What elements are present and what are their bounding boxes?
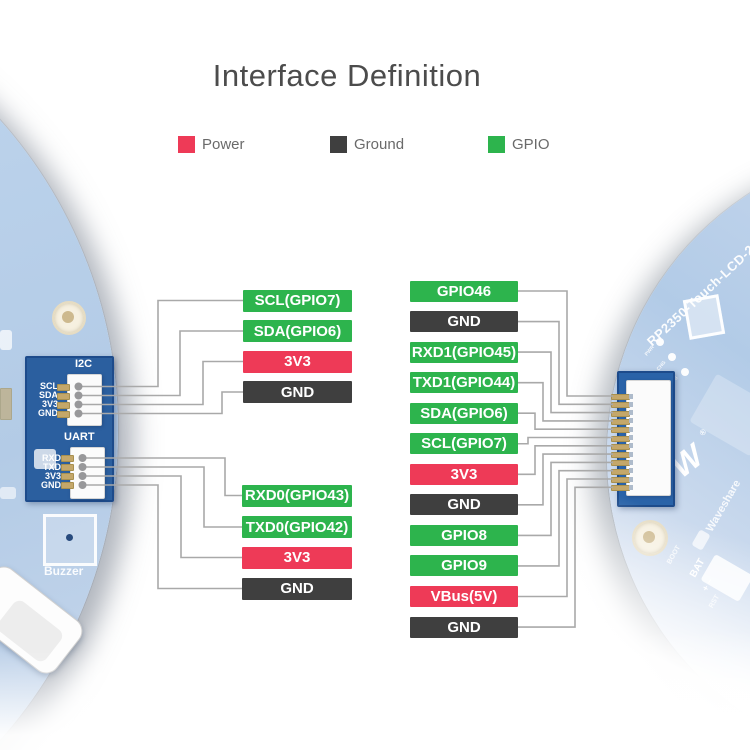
legend-label: Ground [354,136,405,153]
board-pin-name: SDA [38,390,58,400]
connection-line [82,457,242,497]
connector-slot [629,435,633,440]
smd-component [0,487,16,499]
pin-label-txd1-gpio44-: TXD1(GPIO44) [410,372,518,394]
connection-line [518,469,613,567]
crimp-contact [56,401,70,409]
buzzer-dot [66,534,73,541]
buzzer-label: Buzzer [44,564,84,578]
legend-item-ground: Ground [330,136,404,153]
connection-line [82,466,242,528]
board-pin-name: SCL [40,381,58,391]
buzzer-component [43,514,97,566]
connector-slot [629,426,633,432]
connection-line [518,445,613,476]
connection-line [518,461,613,537]
pin-label-gnd: GND [410,494,518,516]
connection-line [518,478,613,598]
pin-label-scl-gpio7-: SCL(GPIO7) [243,289,352,312]
crimp-contact [60,455,74,462]
legend-swatch-gpio [488,136,505,153]
connector-slot [629,393,633,399]
crimp-contact [56,410,70,418]
connector-pin-dot [74,382,83,391]
smd-component [0,330,12,350]
connection-line [518,412,613,430]
pin-label-sda-gpio6-: SDA(GPIO6) [410,402,518,424]
i2c-connector [67,374,102,426]
uart-header-label: UART [64,431,95,443]
connection-line [518,436,613,445]
connection-line [518,290,613,397]
i2c-header-label: I2C [75,358,93,370]
legend-label: Power [202,136,245,153]
legend-item-gpio: GPIO [488,136,550,153]
connection-line [78,391,243,415]
connection-line [82,475,242,559]
led-dot [656,338,664,346]
connector-pin-dot [78,454,87,462]
left-mounting-hole-center [62,311,74,323]
pin-label-gpio8: GPIO8 [410,524,518,546]
connection-line [518,381,613,422]
pin-label-scl-gpio7-: SCL(GPIO7) [410,433,518,455]
pin-label-3v3: 3V3 [242,546,352,569]
board-pin-name: GND [41,479,61,490]
pin-label-gnd: GND [243,381,352,403]
pin-label-3v3: 3V3 [410,463,518,485]
crimp-contact [60,464,74,471]
pin-label-gpio9: GPIO9 [410,555,518,577]
connector-slot [629,459,633,465]
pin-label-gnd: GND [410,311,518,333]
pin-label-gnd: GND [410,616,518,638]
pin-label-3v3: 3V3 [243,350,352,373]
connector-slot [629,443,633,449]
smd-component [0,388,12,420]
pin-label-txd0-gpio42-: TXD0(GPIO42) [242,516,352,538]
board-pin-name: 3V3 [44,470,61,481]
page-title: Interface Definition [212,58,482,93]
board-pin-name: 3V3 [41,399,58,409]
led-dot [681,368,689,376]
crimp-contact [56,392,70,400]
connection-line [518,453,613,506]
connection-line [78,360,243,406]
connector-slot [629,401,633,407]
board-pin-name: GND [38,408,58,418]
pin-label-gpio46: GPIO46 [410,280,518,302]
connection-line [518,486,613,628]
pin-label-sda-gpio6-: SDA(GPIO6) [243,320,352,342]
crimp-contact [60,482,74,489]
pin-label-vbus-5v-: VBus(5V) [410,586,518,607]
connector-pin-dot [78,481,87,489]
connector-slot [629,451,633,457]
connector-pin-dot [78,472,87,480]
smd-component [34,449,56,469]
legend-label: GPIO [512,136,550,153]
connector-pin-dot [74,391,83,400]
legend-swatch-power [178,136,195,153]
crimp-contact [56,383,70,391]
legend-item-power: Power [178,136,245,153]
pin-label-rxd1-gpio45-: RXD1(GPIO45) [410,341,518,363]
connector-pin-dot [74,409,83,418]
connection-line [78,330,243,397]
led-dot [668,353,676,361]
pin-label-gnd: GND [242,577,352,600]
connection-line [518,320,613,406]
connection-line [82,484,242,590]
connector-pin-dot [74,400,83,409]
connector-slot [629,418,633,424]
legend-swatch-ground [330,136,347,153]
connector-slot [629,410,633,416]
connection-line [518,351,613,414]
crimp-contact [60,473,74,480]
connection-line [78,299,243,388]
left-mounting-hole [52,301,86,335]
connector-pin-dot [78,463,87,471]
pin-label-rxd0-gpio43-: RXD0(GPIO43) [242,484,352,507]
